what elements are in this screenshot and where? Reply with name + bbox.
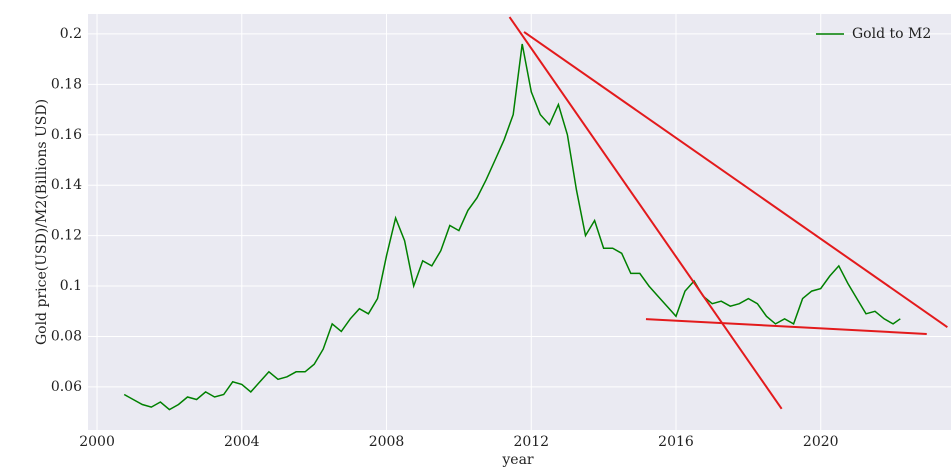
y-tick-label: 0.18 — [51, 76, 82, 92]
x-tick-label: 2016 — [658, 434, 694, 450]
y-tick-label: 0.1 — [60, 278, 82, 294]
trend-line — [508, 16, 783, 410]
y-tick-label: 0.2 — [60, 26, 82, 42]
plot-area — [88, 14, 951, 430]
x-tick-label: 2004 — [224, 434, 260, 450]
x-tick-label: 2020 — [803, 434, 839, 450]
x-tick-label: 2008 — [369, 434, 405, 450]
data-line — [123, 43, 901, 411]
y-tick-label: 0.16 — [51, 127, 82, 143]
legend-label: Gold to M2 — [852, 26, 931, 42]
x-axis-label: year — [501, 452, 534, 468]
y-tick-label: 0.12 — [51, 228, 82, 244]
trend-line — [523, 31, 948, 328]
trend-line — [645, 318, 927, 335]
y-tick-label: 0.14 — [51, 177, 82, 193]
x-tick-label: 2012 — [513, 434, 549, 450]
y-tick-label: 0.08 — [51, 328, 82, 344]
y-tick-label: 0.06 — [51, 379, 82, 395]
x-tick-label: 2000 — [79, 434, 115, 450]
y-axis-label: Gold price(USD)/M2(Billions USD) — [34, 99, 50, 345]
